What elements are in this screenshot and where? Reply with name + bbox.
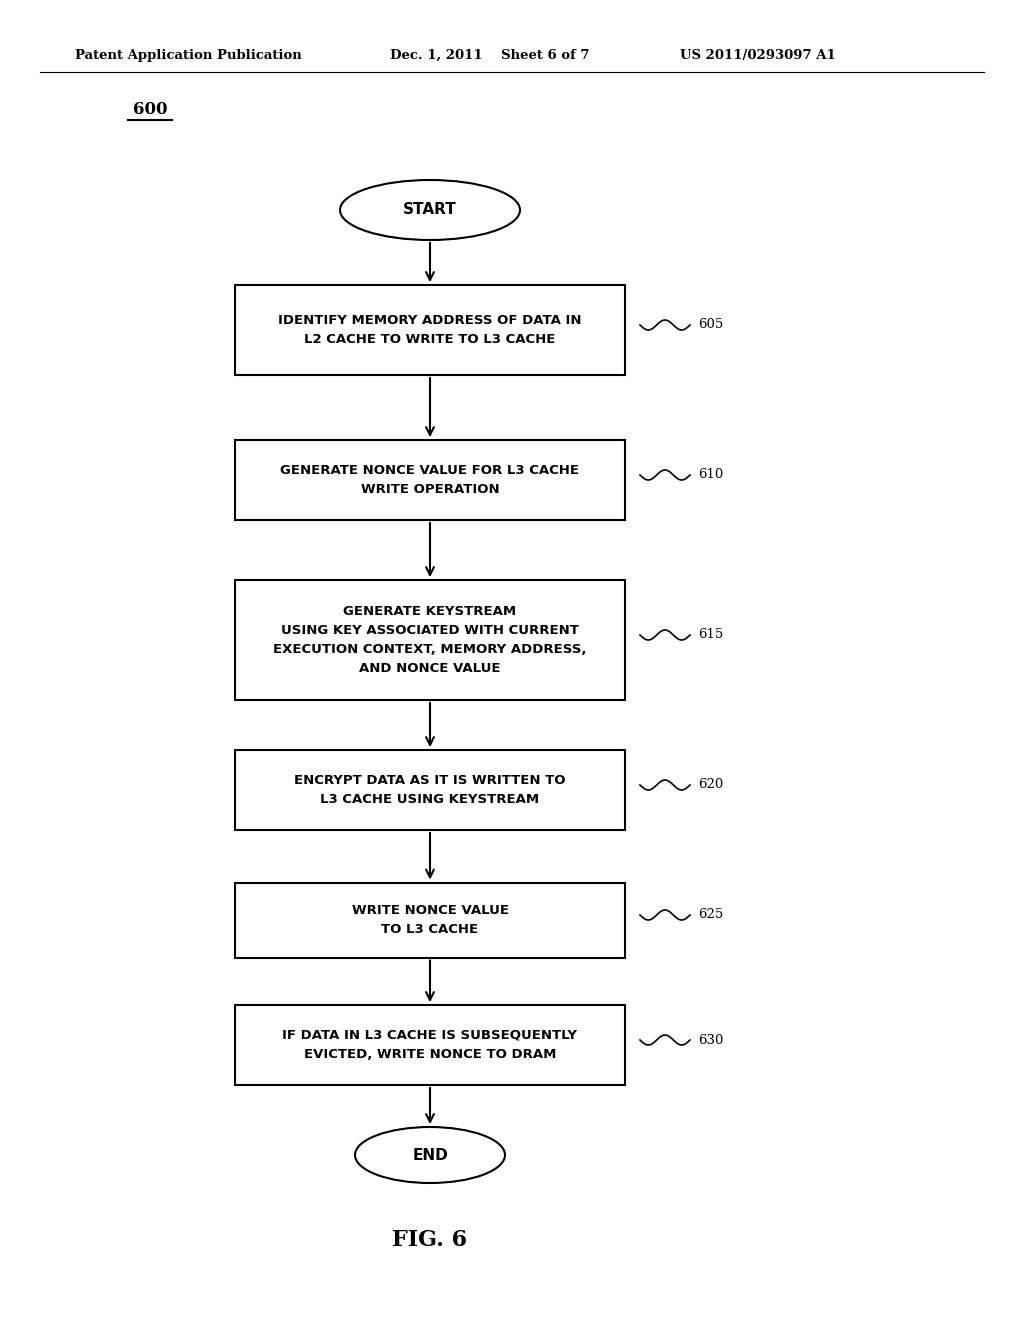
Text: US 2011/0293097 A1: US 2011/0293097 A1 (680, 49, 836, 62)
Text: IDENTIFY MEMORY ADDRESS OF DATA IN
L2 CACHE TO WRITE TO L3 CACHE: IDENTIFY MEMORY ADDRESS OF DATA IN L2 CA… (279, 314, 582, 346)
Bar (234, 440, 625, 520)
Text: 610: 610 (698, 469, 723, 482)
Text: END: END (412, 1147, 447, 1163)
Bar (234, 883, 625, 957)
Bar (234, 1005, 625, 1085)
Text: GENERATE NONCE VALUE FOR L3 CACHE
WRITE OPERATION: GENERATE NONCE VALUE FOR L3 CACHE WRITE … (281, 465, 580, 496)
Bar (234, 579, 625, 700)
Text: ENCRYPT DATA AS IT IS WRITTEN TO
L3 CACHE USING KEYSTREAM: ENCRYPT DATA AS IT IS WRITTEN TO L3 CACH… (294, 774, 565, 807)
Text: 630: 630 (698, 1034, 723, 1047)
Text: 625: 625 (698, 908, 723, 921)
Text: IF DATA IN L3 CACHE IS SUBSEQUENTLY
EVICTED, WRITE NONCE TO DRAM: IF DATA IN L3 CACHE IS SUBSEQUENTLY EVIC… (283, 1030, 578, 1061)
Text: GENERATE KEYSTREAM
USING KEY ASSOCIATED WITH CURRENT
EXECUTION CONTEXT, MEMORY A: GENERATE KEYSTREAM USING KEY ASSOCIATED … (273, 605, 587, 675)
Text: 620: 620 (698, 779, 723, 792)
Text: 600: 600 (133, 102, 167, 119)
Text: Patent Application Publication: Patent Application Publication (75, 49, 302, 62)
Text: START: START (403, 202, 457, 218)
Text: FIG. 6: FIG. 6 (392, 1229, 468, 1251)
Bar (234, 750, 625, 830)
Bar (234, 285, 625, 375)
Text: WRITE NONCE VALUE
TO L3 CACHE: WRITE NONCE VALUE TO L3 CACHE (351, 904, 509, 936)
Text: 605: 605 (698, 318, 723, 331)
Text: Dec. 1, 2011    Sheet 6 of 7: Dec. 1, 2011 Sheet 6 of 7 (390, 49, 590, 62)
Text: 615: 615 (698, 628, 723, 642)
